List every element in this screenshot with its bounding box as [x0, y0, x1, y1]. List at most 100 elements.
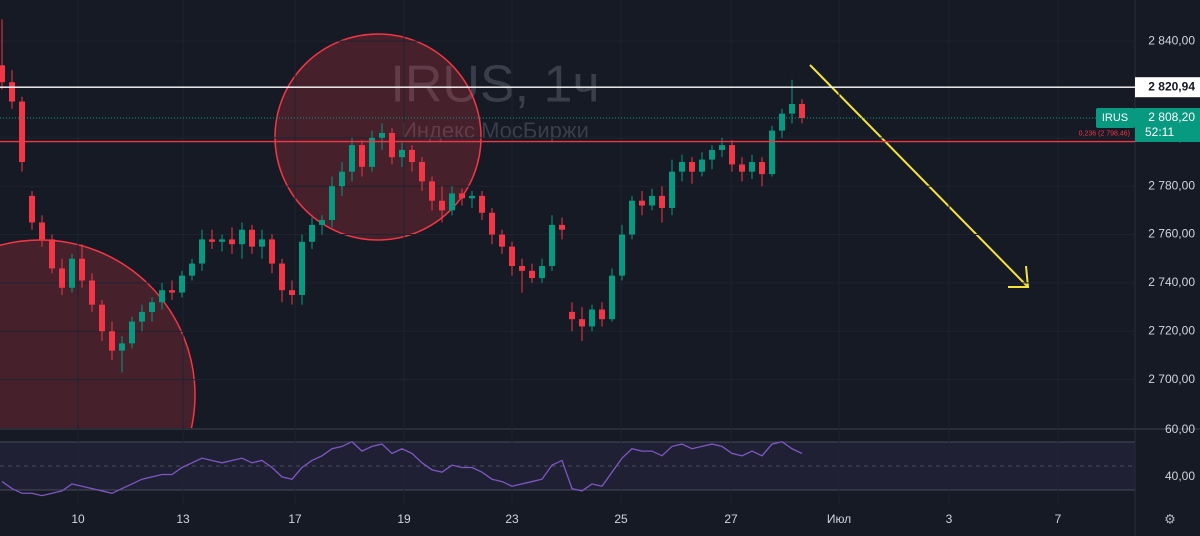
candle-body: [109, 331, 115, 351]
candle-body: [689, 162, 695, 172]
candle-body: [619, 234, 625, 276]
candle-body: [249, 229, 255, 247]
candle-body: [229, 239, 235, 245]
candle-body: [69, 258, 75, 288]
candle-body: [679, 162, 685, 172]
candle-body: [19, 101, 25, 163]
level-tag: [1135, 77, 1200, 98]
symbol-tag: [1096, 108, 1135, 129]
price-tag: [1135, 108, 1200, 143]
candle-body: [299, 241, 305, 296]
candle-body: [469, 195, 475, 199]
y-tick-label: 2 700,00: [1148, 372, 1195, 386]
candle-body: [209, 239, 215, 242]
symbol-label: IRUS: [1102, 112, 1128, 124]
y-tick-label: 2 740,00: [1148, 275, 1195, 289]
countdown-label: 52:11: [1145, 125, 1174, 139]
y-tick-label: 2 720,00: [1148, 323, 1195, 337]
candle-body: [439, 200, 445, 211]
x-tick-label: Июл: [827, 512, 851, 526]
candle-body: [599, 309, 605, 320]
candle-body: [519, 265, 525, 271]
candle-body: [719, 145, 725, 150]
annotations: [0, 33, 482, 428]
watermark-subtitle: Индекс МосБиржи: [401, 118, 589, 143]
x-tick-label: 13: [176, 512, 190, 526]
candle-body: [149, 302, 155, 312]
candle-body: [409, 149, 415, 163]
candle-body: [629, 200, 635, 235]
candle-body: [269, 239, 275, 264]
level-label: 0,236 (2 798,46): [1079, 130, 1130, 137]
candle-body: [159, 290, 165, 303]
candle-body: [669, 171, 675, 208]
candle-body: [289, 290, 295, 296]
x-tick-label: 25: [614, 512, 628, 526]
x-tick-label: 7: [1055, 512, 1062, 526]
candle-body: [459, 193, 465, 199]
highlight-circle: [0, 239, 196, 428]
candle-body: [129, 321, 135, 344]
x-tick-label: 27: [724, 512, 738, 526]
arrow: [809, 64, 1030, 288]
candle-body: [79, 258, 85, 281]
candle-body: [559, 224, 565, 230]
candle-body: [389, 132, 395, 158]
candle-body: [119, 343, 125, 351]
last-price-label: 2 808,20: [1148, 110, 1195, 124]
candle-body: [179, 275, 185, 293]
y-tick-label: 2 760,00: [1148, 227, 1195, 241]
candle-body: [579, 319, 585, 327]
rsi-line: [1, 440, 803, 497]
x-tick-label: 17: [288, 512, 302, 526]
candle-body: [189, 263, 195, 276]
candle-body: [59, 268, 65, 288]
candle-body: [219, 239, 225, 242]
candle-body: [279, 263, 285, 291]
candle-body: [549, 224, 555, 266]
candle-body: [659, 195, 665, 208]
candle-body: [749, 162, 755, 172]
candle-body: [369, 137, 375, 167]
candle-body: [569, 311, 575, 320]
candle-body: [479, 195, 485, 213]
candle-body: [339, 171, 345, 187]
candle-body: [99, 304, 105, 332]
candle-body: [89, 280, 95, 305]
candle-body: [759, 162, 765, 175]
candle-body: [509, 246, 515, 266]
y-tick-label: 2 780,00: [1148, 178, 1195, 192]
candle-body: [349, 145, 355, 172]
candle-body: [199, 239, 205, 264]
candle-body: [319, 220, 325, 225]
candle-body: [589, 309, 595, 327]
candle-body: [29, 195, 35, 223]
x-tick-label: 3: [946, 512, 953, 526]
candle-body: [9, 82, 15, 102]
settings-icon[interactable]: ⚙: [1164, 511, 1176, 526]
candle-body: [419, 162, 425, 182]
candle-body: [399, 149, 405, 158]
candle-body: [699, 159, 705, 172]
candle-body: [499, 234, 505, 247]
y-tick-label: 2 840,00: [1148, 33, 1195, 47]
candle-body: [329, 186, 335, 221]
candle-body: [359, 145, 365, 167]
candle-body: [429, 181, 435, 201]
candle-body: [259, 239, 265, 247]
candle-body: [769, 130, 775, 175]
candle-body: [539, 265, 545, 279]
candle-body: [379, 132, 385, 138]
candle-body: [39, 222, 45, 240]
candle-body: [639, 200, 645, 206]
candle-body: [449, 193, 455, 211]
candle-body: [739, 164, 745, 172]
candle-body: [789, 103, 795, 114]
level-label: 2 820,94: [1148, 79, 1195, 93]
x-tick-label: 10: [71, 512, 85, 526]
rsi-tick-label: 60,00: [1165, 422, 1195, 436]
x-tick-label: 19: [397, 512, 411, 526]
candle-body: [609, 275, 615, 320]
